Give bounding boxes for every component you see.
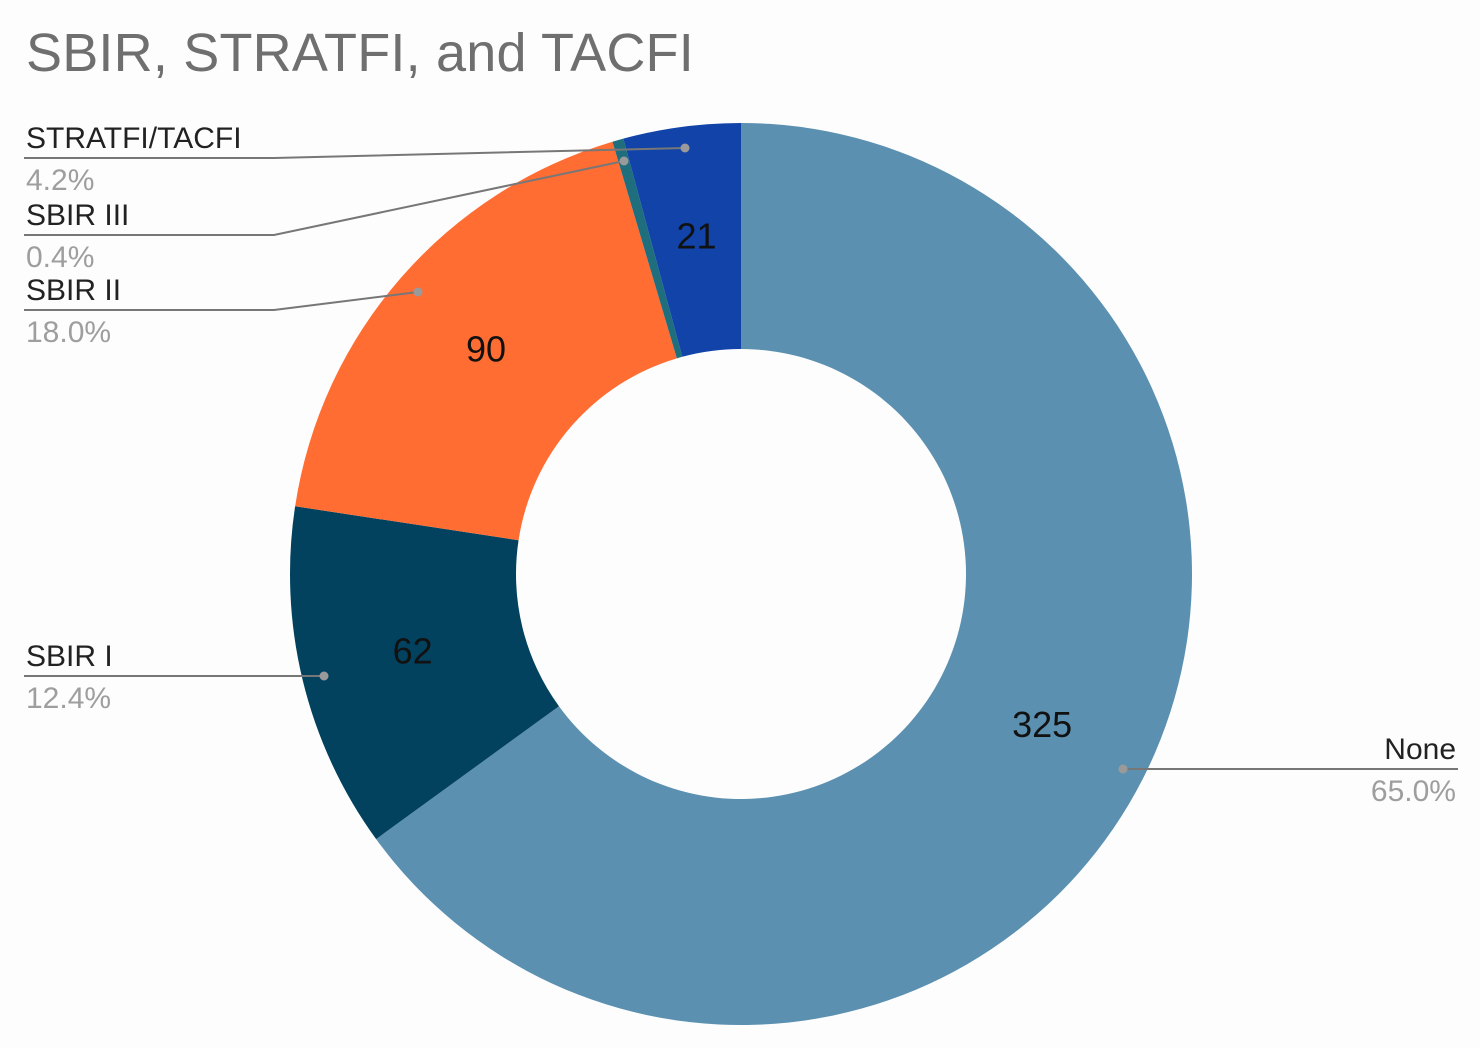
legend-label-sbir-iii: SBIR III xyxy=(26,199,129,232)
leader-stratfi-tacfi: STRATFI/TACFI 4.2% xyxy=(24,122,690,197)
chart-title: SBIR, STRATFI, and TACFI xyxy=(26,23,694,83)
legend-percent-stratfi-tacfi: 4.2% xyxy=(26,164,94,197)
value-label-stratfi-tacfi: 21 xyxy=(677,215,717,256)
leader-dot xyxy=(619,156,629,166)
leader-lines-layer: None 65.0% SBIR I 12.4% SBIR II 18.0% SBIR III… xyxy=(24,122,1458,808)
leader-dot xyxy=(319,671,329,681)
legend-label-stratfi-tacfi: STRATFI/TACFI xyxy=(26,122,242,155)
slices-layer xyxy=(290,123,1193,1025)
value-labels-layer: 325 62 90 21 xyxy=(393,215,1073,745)
slice-sbir-iii[interactable] xyxy=(612,138,683,359)
leader-none: None 65.0% xyxy=(1118,733,1458,808)
leader-sbir-iii: SBIR III 0.4% xyxy=(24,156,629,274)
leader-dot xyxy=(680,143,690,153)
slice-none[interactable] xyxy=(376,123,1193,1025)
value-label-sbir-ii: 90 xyxy=(466,329,506,370)
leader-sbir-i: SBIR I 12.4% xyxy=(24,640,329,715)
legend-percent-sbir-i: 12.4% xyxy=(26,682,111,715)
legend-label-sbir-i: SBIR I xyxy=(26,640,113,673)
value-label-sbir-i: 62 xyxy=(393,630,433,671)
legend-percent-sbir-iii: 0.4% xyxy=(26,241,94,274)
leader-sbir-ii: SBIR II 18.0% xyxy=(24,274,423,349)
value-label-none: 325 xyxy=(1012,704,1072,745)
legend-label-sbir-ii: SBIR II xyxy=(26,274,121,307)
leader-line xyxy=(24,291,419,311)
leader-dot xyxy=(1118,764,1128,774)
legend-percent-sbir-ii: 18.0% xyxy=(26,316,111,349)
slice-sbir-ii[interactable] xyxy=(295,141,677,541)
leader-dot xyxy=(413,287,423,297)
leader-line xyxy=(24,147,686,159)
slice-stratfi-tacfi[interactable] xyxy=(623,123,741,357)
legend-percent-none: 65.0% xyxy=(1371,775,1456,808)
slice-sbir-i[interactable] xyxy=(290,506,559,840)
leader-line xyxy=(24,160,625,236)
legend-label-none: None xyxy=(1384,733,1456,766)
